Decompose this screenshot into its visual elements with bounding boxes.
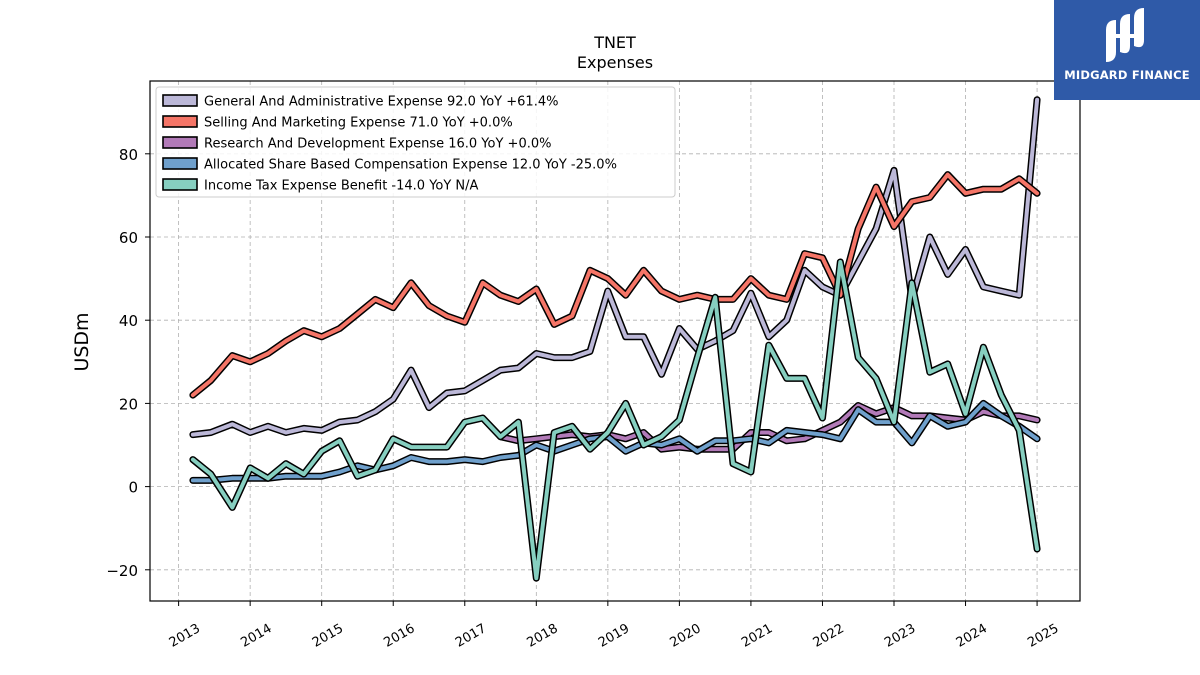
y-tick-label: 80	[119, 146, 138, 164]
x-tick-label: 2015	[310, 621, 346, 651]
legend-swatch	[162, 94, 198, 107]
legend-swatch	[162, 115, 198, 128]
chart-title: TNET	[593, 33, 636, 52]
y-tick-label: 0	[128, 479, 138, 497]
series-line	[190, 401, 1040, 483]
x-tick-label: 2021	[739, 621, 775, 651]
brand-name: MIDGARD FINANCE	[1064, 68, 1190, 82]
legend-label: General And Administrative Expense 92.0 …	[204, 95, 558, 110]
x-tick-label: 2020	[668, 621, 704, 651]
legend-label: Allocated Share Based Compensation Expen…	[204, 158, 617, 173]
legend-box	[155, 86, 676, 198]
series-selling-and-marketing-expense	[189, 171, 1041, 399]
series-income-tax-expense-benefit	[189, 258, 1041, 582]
y-tick-label: 20	[119, 395, 138, 413]
plot-frame	[149, 80, 1081, 602]
brand-logo: MIDGARD FINANCE	[1054, 0, 1200, 100]
y-axis: −20 0 20 40 60 80	[106, 146, 150, 580]
series-line	[190, 172, 1040, 398]
legend: General And Administrative Expense 92.0 …	[155, 86, 676, 198]
legend-label: Income Tax Expense Benefit -14.0 YoY N/A	[204, 179, 479, 194]
y-tick-label: 40	[119, 312, 138, 330]
x-tick-label: 2024	[954, 621, 990, 651]
chart-subtitle: Expenses	[577, 53, 653, 72]
series-general-and-administrative-expense	[189, 96, 1041, 439]
legend-label: Research And Development Expense 16.0 Yo…	[204, 137, 551, 152]
series-line	[190, 260, 1040, 581]
x-tick-label: 2025	[1025, 621, 1061, 651]
legend-swatch	[162, 136, 198, 149]
x-tick-label: 2018	[524, 621, 560, 651]
x-tick-label: 2023	[882, 621, 918, 651]
x-tick-label: 2017	[453, 621, 489, 651]
series-line	[190, 97, 1040, 437]
x-tick-label: 2022	[811, 621, 847, 651]
y-tick-label: −20	[106, 562, 138, 580]
legend-swatch	[162, 178, 198, 191]
x-tick-label: 2016	[381, 621, 417, 651]
x-tick-label: 2013	[167, 621, 203, 651]
legend-swatch	[162, 157, 198, 170]
y-tick-label: 60	[119, 229, 138, 247]
x-axis: 2013 2014 2015 2016 2017 2018 2019 2020 2021 2022…	[167, 601, 1061, 651]
series-allocated-share-based-compensation-expense	[189, 399, 1041, 484]
y-axis-label: USDm	[71, 312, 93, 371]
midgard-logo-icon	[1106, 8, 1144, 62]
x-tick-label: 2014	[238, 621, 274, 651]
legend-label: Selling And Marketing Expense 71.0 YoY +…	[204, 116, 513, 131]
x-tick-label: 2019	[596, 621, 632, 651]
series-layer	[189, 96, 1041, 582]
